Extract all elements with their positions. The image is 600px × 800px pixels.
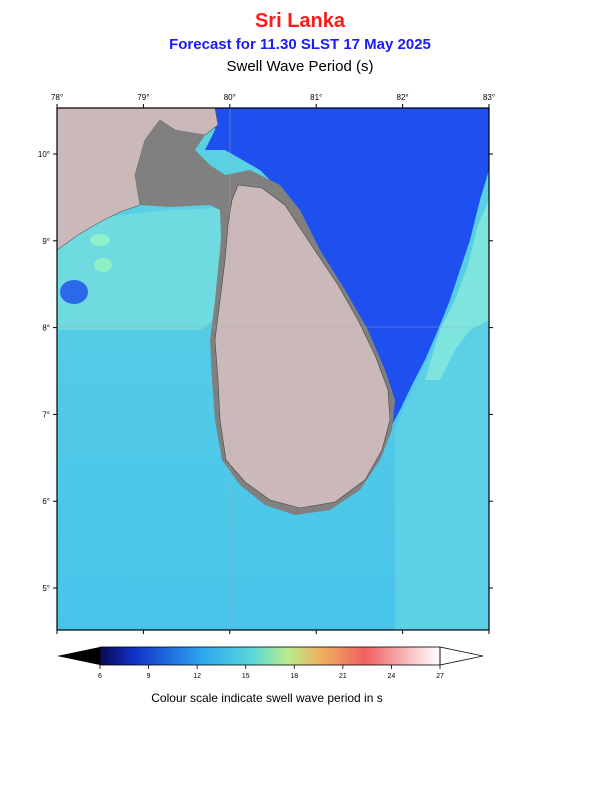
lat-tick-label: 7° <box>42 410 50 419</box>
west-blue-patch <box>60 280 88 304</box>
forecast-time-label: Forecast for 11.30 SLST 17 May 2025 <box>169 36 431 53</box>
map-area <box>57 108 489 630</box>
east-swell-band-cyan <box>425 200 489 380</box>
lon-tick-label: 83° <box>483 93 495 102</box>
colour-bar-tick-label: 21 <box>339 673 347 680</box>
colour-bar-caption: Colour scale indicate swell wave period … <box>151 691 383 705</box>
variable-label: Swell Wave Period (s) <box>226 58 374 75</box>
lat-tick-label: 5° <box>42 584 50 593</box>
lat-tick-label: 10° <box>38 150 50 159</box>
lat-tick-label: 8° <box>42 324 50 333</box>
colour-bar-tick-label: 18 <box>290 673 298 680</box>
lon-tick-label: 80° <box>224 93 236 102</box>
lon-tick-label: 79° <box>137 93 149 102</box>
lon-ticks-bottom <box>56 630 490 634</box>
map-title-region: Sri Lanka <box>254 10 346 32</box>
colour-bar-high-arrow <box>439 646 484 666</box>
colour-bar-tick-label: 27 <box>436 673 444 680</box>
west-cyan-patch <box>94 258 112 272</box>
sri-lanka-land <box>214 184 391 509</box>
colour-bar-tick-label: 9 <box>147 673 151 680</box>
lat-ticks: 10° 9° 8° 7° 6° 5° <box>38 150 493 593</box>
map-frame <box>56 107 490 631</box>
short-period-region <box>205 108 489 425</box>
colour-bar-tick-label: 6 <box>98 673 102 680</box>
lon-tick-label: 78° <box>51 93 63 102</box>
colour-bar-low-arrow <box>57 647 100 665</box>
india-shelf <box>135 120 240 260</box>
lat-tick-label: 6° <box>42 497 50 506</box>
colour-bar-tick-label: 15 <box>242 673 250 680</box>
lon-tick-label: 81° <box>310 93 322 102</box>
lat-tick-label: 9° <box>42 237 50 246</box>
colour-bar: 6 9 12 15 18 21 24 27 <box>57 646 484 680</box>
colour-bar-tick-label: 12 <box>193 673 201 680</box>
colour-bar-ticks: 6 9 12 15 18 21 24 27 <box>98 665 444 680</box>
lon-tick-label: 82° <box>397 93 409 102</box>
colour-bar-ramp <box>100 647 440 665</box>
colour-bar-tick-label: 24 <box>388 673 396 680</box>
west-cyan-patch-2 <box>90 234 110 246</box>
lon-ticks-top: 78° 79° 80° 81° 82° 83° <box>51 93 495 108</box>
